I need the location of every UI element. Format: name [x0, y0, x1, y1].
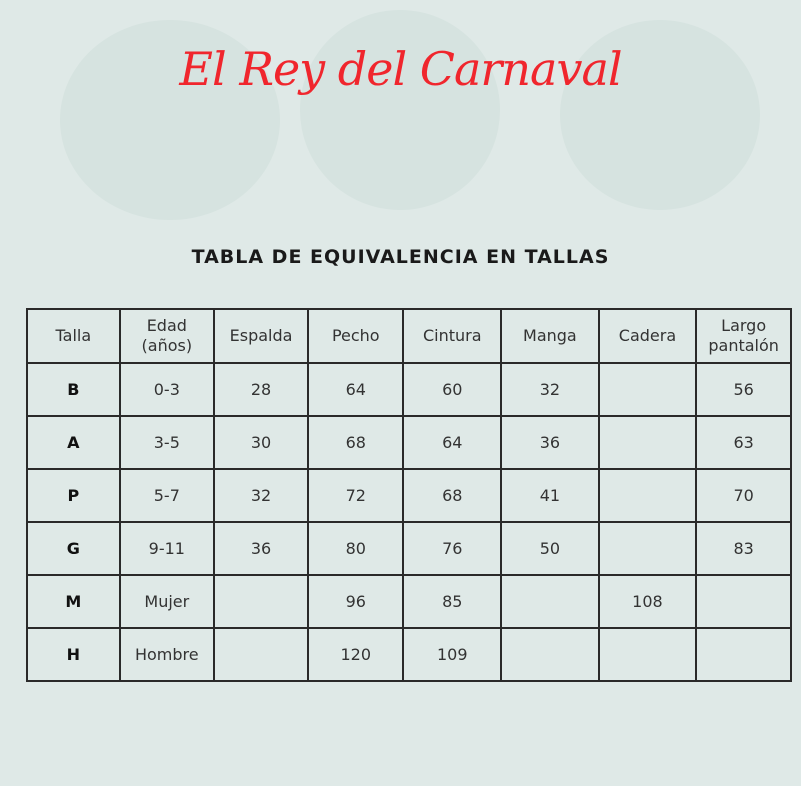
value-cell: 56: [695, 362, 792, 417]
column-header: Largo pantalón: [695, 308, 792, 364]
table-row: P 5-7 32 72 68 41 70: [26, 468, 792, 523]
value-cell: 83: [695, 521, 792, 576]
value-cell: 30: [212, 415, 310, 470]
column-header: Espalda: [212, 308, 310, 364]
value-cell: 60: [402, 362, 503, 417]
column-header: Pecho: [307, 308, 405, 364]
value-cell: 28: [212, 362, 310, 417]
column-header: Cintura: [402, 308, 503, 364]
size-cell: H: [26, 627, 121, 682]
brand-logo: El Rey del Carnaval: [179, 42, 622, 96]
value-cell: 109: [402, 627, 503, 682]
value-cell: 32: [212, 468, 310, 523]
value-cell: [500, 574, 600, 629]
column-header: Talla: [26, 308, 121, 364]
value-cell: [597, 362, 698, 417]
value-cell: 41: [500, 468, 600, 523]
value-cell: 50: [500, 521, 600, 576]
table-header-row: Talla Edad (años) Espalda Pecho Cintura Manga C…: [26, 308, 792, 364]
value-cell: Mujer: [118, 574, 215, 629]
background-shape: [60, 20, 280, 220]
value-cell: 72: [307, 468, 405, 523]
size-cell: G: [26, 521, 121, 576]
value-cell: 9-11: [118, 521, 215, 576]
page-heading: TABLA DE EQUIVALENCIA EN TALLAS: [191, 246, 610, 268]
column-header: Manga: [500, 308, 600, 364]
value-cell: [597, 521, 698, 576]
value-cell: 63: [695, 415, 792, 470]
value-cell: 0-3: [118, 362, 215, 417]
value-cell: [597, 468, 698, 523]
value-cell: 96: [307, 574, 405, 629]
value-cell: 36: [500, 415, 600, 470]
value-cell: 80: [307, 521, 405, 576]
value-cell: 76: [402, 521, 503, 576]
table-row: H Hombre 120 109: [26, 627, 792, 682]
value-cell: [597, 415, 698, 470]
value-cell: 5-7: [118, 468, 215, 523]
background-shape: [300, 10, 500, 210]
table-row: G 9-11 36 80 76 50 83: [26, 521, 792, 576]
value-cell: 68: [402, 468, 503, 523]
column-header: Cadera: [597, 308, 698, 364]
table-row: B 0-3 28 64 60 32 56: [26, 362, 792, 417]
value-cell: 64: [402, 415, 503, 470]
value-cell: [695, 574, 792, 629]
value-cell: 32: [500, 362, 600, 417]
value-cell: [597, 627, 698, 682]
value-cell: [212, 627, 310, 682]
table-row: M Mujer 96 85 108: [26, 574, 792, 629]
size-cell: A: [26, 415, 121, 470]
column-header: Edad (años): [118, 308, 215, 364]
value-cell: [500, 627, 600, 682]
size-cell: B: [26, 362, 121, 417]
background-shape: [560, 20, 760, 210]
size-cell: P: [26, 468, 121, 523]
value-cell: [695, 627, 792, 682]
value-cell: 120: [307, 627, 405, 682]
value-cell: [212, 574, 310, 629]
table-row: A 3-5 30 68 64 36 63: [26, 415, 792, 470]
value-cell: Hombre: [118, 627, 215, 682]
value-cell: 70: [695, 468, 792, 523]
value-cell: 3-5: [118, 415, 215, 470]
value-cell: 36: [212, 521, 310, 576]
value-cell: 68: [307, 415, 405, 470]
size-table: Talla Edad (años) Espalda Pecho Cintura Manga C…: [26, 308, 792, 682]
size-cell: M: [26, 574, 121, 629]
value-cell: 108: [597, 574, 698, 629]
value-cell: 64: [307, 362, 405, 417]
value-cell: 85: [402, 574, 503, 629]
